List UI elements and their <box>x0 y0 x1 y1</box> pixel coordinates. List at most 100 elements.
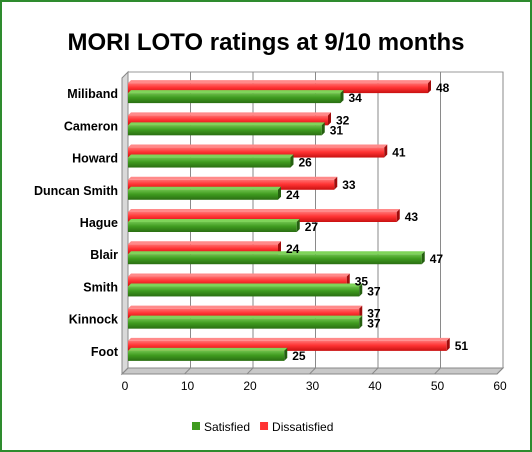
data-label-satisfied: 26 <box>299 156 313 170</box>
bar-end <box>428 80 431 94</box>
bar-top <box>128 154 294 158</box>
bar-face <box>128 222 297 232</box>
bar-end <box>396 209 400 222</box>
bar-end <box>321 122 325 136</box>
data-label-satisfied: 27 <box>305 220 319 234</box>
gridline-floor <box>121 367 129 375</box>
gridline-floor <box>184 367 191 375</box>
bar-top <box>128 273 350 277</box>
x-tick-label: 10 <box>181 379 195 393</box>
bar-end <box>346 273 350 287</box>
bar-dissatisfied <box>128 209 400 222</box>
bar-top <box>128 241 281 245</box>
gridline-floor <box>434 367 441 375</box>
bar-dissatisfied <box>128 80 431 94</box>
bar-top <box>128 90 344 94</box>
data-label-satisfied: 24 <box>286 188 300 202</box>
x-tick-label: 0 <box>122 379 129 393</box>
bar-face <box>128 83 428 94</box>
bar-end <box>446 337 450 351</box>
bar-end <box>359 305 363 319</box>
category-labels: Miliband Cameron Howard Duncan Smith Hague Bl… <box>34 87 119 359</box>
bar-face <box>128 179 335 190</box>
bar-face <box>128 115 328 126</box>
bar-top <box>128 315 363 319</box>
bar-face <box>128 189 278 200</box>
data-label-dissatisfied: 43 <box>405 210 419 224</box>
data-label-dissatisfied: 48 <box>436 81 450 95</box>
bar-face <box>128 318 360 329</box>
data-label-dissatisfied: 24 <box>286 242 300 256</box>
gridline-floor <box>309 367 316 375</box>
category-label: Miliband <box>67 87 118 101</box>
bar-top <box>128 219 300 222</box>
bar-top <box>128 122 325 126</box>
chart-title: MORI LOTO ratings at 9/10 months <box>68 29 465 56</box>
data-label-satisfied: 37 <box>367 317 381 331</box>
gridline-floor <box>371 367 379 375</box>
bar-face <box>128 286 360 297</box>
legend-item-dissatisfied: Dissatisfied <box>260 420 333 434</box>
bar-satisfied <box>128 283 363 297</box>
bar-end <box>290 154 294 168</box>
data-label-dissatisfied: 35 <box>355 274 369 288</box>
gridline-floor <box>246 367 254 375</box>
data-label-dissatisfied: 51 <box>455 339 469 353</box>
bar-end <box>296 219 300 232</box>
data-label-satisfied: 34 <box>349 91 363 105</box>
bar-top <box>128 347 288 351</box>
legend-swatch <box>192 422 200 430</box>
bar-end <box>384 144 388 158</box>
bars <box>128 80 450 361</box>
category-label: Cameron <box>64 119 118 133</box>
legend-swatch <box>260 422 269 430</box>
x-axis-ticks: 0 10 20 30 40 50 60 <box>122 379 507 393</box>
bar-end <box>421 251 425 265</box>
bar-face <box>128 125 322 136</box>
data-label-dissatisfied: 37 <box>367 307 381 321</box>
category-label: Kinnock <box>69 313 118 327</box>
bar-dissatisfied <box>128 112 331 126</box>
bar-dissatisfied <box>128 337 450 351</box>
bar-top <box>128 186 281 190</box>
bar-dissatisfied <box>128 144 388 158</box>
bar-top <box>128 80 431 84</box>
bar-end <box>359 283 363 297</box>
data-label-satisfied: 47 <box>430 252 444 266</box>
bar-satisfied <box>128 251 425 265</box>
data-label-dissatisfied: 32 <box>336 113 350 127</box>
category-label: Hague <box>80 216 118 230</box>
data-label-satisfied: 31 <box>330 123 344 137</box>
bar-top <box>128 176 338 180</box>
bar-end <box>359 315 363 329</box>
bar-face <box>128 244 278 255</box>
bar-face <box>128 308 360 319</box>
bar-top <box>128 144 388 148</box>
data-label-dissatisfied: 33 <box>342 178 356 192</box>
data-label-satisfied: 37 <box>367 284 381 298</box>
category-label: Smith <box>83 280 118 294</box>
bar-top <box>128 209 400 212</box>
bar-end <box>328 112 331 126</box>
bar-face <box>128 157 291 168</box>
bar-satisfied <box>128 90 344 104</box>
bar-face <box>128 350 285 361</box>
bar-satisfied <box>128 315 363 329</box>
data-label-satisfied: 25 <box>292 349 306 363</box>
bar-end <box>340 90 344 104</box>
legend-label: Dissatisfied <box>272 420 333 434</box>
x-tick-label: 40 <box>368 379 382 393</box>
legend: Satisfied Dissatisfied <box>192 420 333 434</box>
bar-face <box>128 212 397 222</box>
data-label-dissatisfied: 41 <box>392 146 406 160</box>
legend-label: Satisfied <box>204 420 250 434</box>
bar-end <box>278 186 281 200</box>
bar-end <box>278 241 281 255</box>
bar-top <box>128 337 450 341</box>
bar-top <box>128 251 425 255</box>
bar-satisfied <box>128 122 325 136</box>
x-tick-label: 30 <box>306 379 320 393</box>
category-label: Duncan Smith <box>34 184 118 198</box>
